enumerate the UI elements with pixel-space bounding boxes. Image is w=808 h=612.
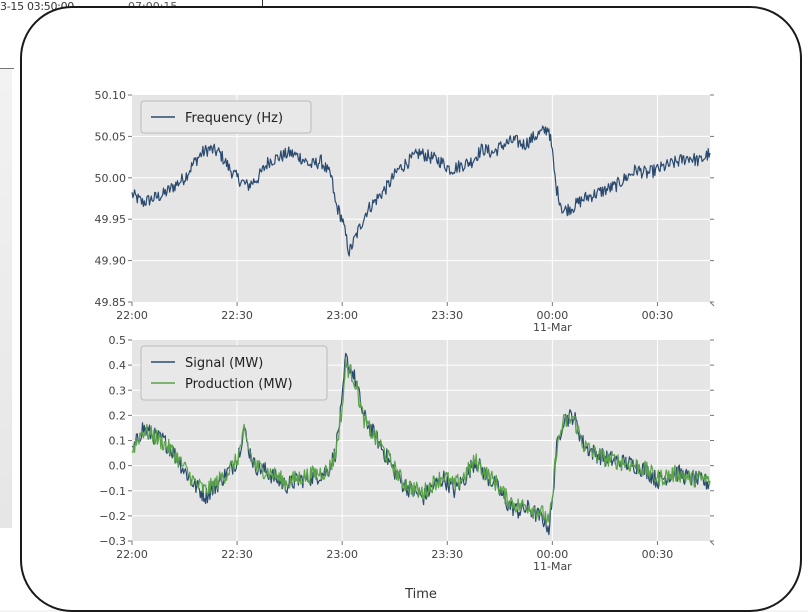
y-tick-label: 49.85 (95, 296, 127, 309)
chart-panel-2: −0.3 −0.2 −0.1 0.0 0.1 0.2 0.3 0.4 0.5 22:00 22:30… (99, 334, 715, 602)
x-tick-label: 23:00 (326, 309, 358, 322)
x-tick-sublabel: 11-Mar (533, 560, 572, 573)
y-tick-label: 0.1 (109, 435, 127, 448)
y-tick-label: 49.95 (95, 213, 127, 226)
x-tick-label: 22:00 (116, 309, 148, 322)
legend-label: Signal (MW) (185, 356, 263, 371)
y-tick-label: 0.4 (109, 359, 127, 372)
y-tick-label: 50.00 (95, 172, 127, 185)
x-tick-label: 23:30 (431, 309, 463, 322)
x-tick-end (709, 540, 715, 546)
chart-card: 49.85 49.90 49.95 50.00 50.05 50.10 22:00 22:30… (20, 6, 802, 612)
x-tick-label: 23:00 (326, 548, 358, 561)
background-left-line (0, 68, 14, 69)
x-tick-label: 22:30 (221, 548, 253, 561)
y-tick-label: 50.10 (95, 89, 127, 102)
chart-figure: 49.85 49.90 49.95 50.00 50.05 50.10 22:00 22:30… (95, 89, 715, 602)
x-tick-label: 23:30 (431, 548, 463, 561)
legend-2: Signal (MW) Production (MW) (140, 345, 328, 401)
y-tick-label: 0.3 (109, 384, 127, 397)
x-tick-end (709, 301, 715, 307)
chart-panel-1: 49.85 49.90 49.95 50.00 50.05 50.10 22:00 22:30… (95, 89, 715, 334)
x-tick-label: 00:30 (642, 309, 674, 322)
y-tick-label: 0.0 (109, 460, 127, 473)
legend-box (140, 345, 328, 401)
legend-box (140, 100, 312, 134)
y-tick-label: −0.1 (99, 485, 126, 498)
y-tick-label: 0.2 (109, 409, 127, 422)
x-tick-label: 00:30 (642, 548, 674, 561)
y-tick-label: 49.90 (95, 255, 127, 268)
x-tick-sublabel: 11-Mar (533, 321, 572, 334)
x-tick-label: 00:00 (537, 309, 569, 322)
series-line-Signal (MW) (131, 352, 711, 536)
series-line-Frequency (Hz) (131, 125, 711, 257)
x-tick-label: 22:30 (221, 309, 253, 322)
series-line-Production (MW) (131, 357, 711, 524)
x-axis-label: Time (404, 587, 437, 602)
y-tick-label: 0.5 (109, 334, 127, 347)
x-tick-label: 00:00 (537, 548, 569, 561)
legend-label: Production (MW) (185, 377, 293, 392)
y-tick-label: −0.3 (99, 535, 126, 548)
legend-1: Frequency (Hz) (140, 100, 312, 134)
y-tick-label: −0.2 (99, 510, 126, 523)
x-tick-label: 22:00 (116, 548, 148, 561)
y-tick-label: 50.05 (95, 130, 127, 143)
legend-label: Frequency (Hz) (185, 111, 283, 126)
background-left-panel (0, 68, 12, 528)
